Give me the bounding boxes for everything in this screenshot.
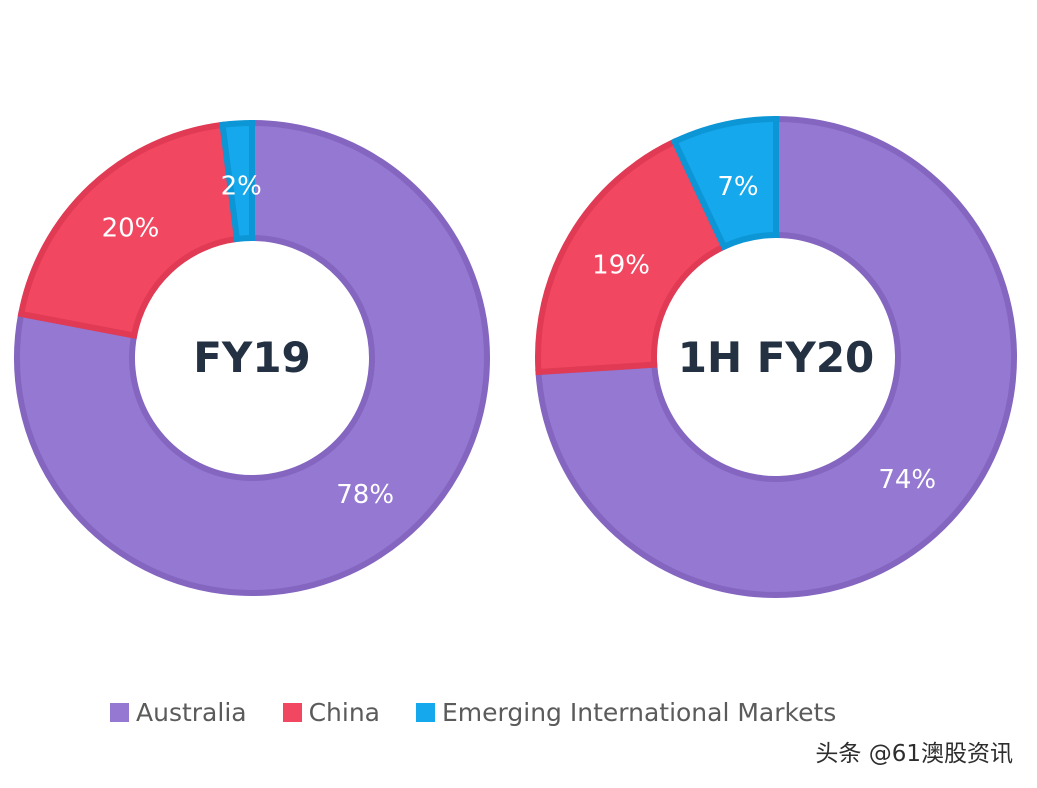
slice-fy19-china: [17, 121, 241, 340]
slice-label-fy19-china: 20%: [102, 214, 160, 244]
watermark-text: 头条 @61澳股资讯: [815, 741, 1013, 767]
slice-label-fy19-emerging-international-markets: 2%: [221, 172, 262, 202]
legend-swatch-emerging-international-markets: [416, 703, 436, 722]
legend: Australia China Emerging International M…: [110, 698, 836, 727]
legend-swatch-china: [282, 703, 302, 722]
legend-label-china: China: [308, 698, 381, 727]
slice-1h-fy20-australia: [535, 115, 1017, 598]
slice-1h-fy20-china: [535, 137, 729, 376]
slice-label-1h-fy20-australia: 74%: [878, 465, 936, 495]
legend-item-australia: Australia: [110, 698, 247, 727]
slice-label-1h-fy20-china: 19%: [592, 250, 650, 280]
donut-title-1h-fy20: 1H FY20: [678, 333, 875, 382]
donut-1h-fy20: 74% 19% 7% 1H FY20: [535, 115, 1017, 598]
legend-label-emerging-international-markets: Emerging International Markets: [442, 698, 837, 727]
slice-fy19-emerging-international-markets: [219, 119, 255, 243]
slice-fy19-australia: [14, 119, 490, 596]
slice-label-fy19-australia: 78%: [336, 480, 394, 510]
legend-item-china: China: [282, 698, 381, 727]
donut-fy19: 78% 20% 2% FY19: [14, 119, 490, 596]
legend-item-emerging-international-markets: Emerging International Markets: [416, 698, 836, 727]
slice-label-1h-fy20-emerging-international-markets: 7%: [717, 172, 758, 202]
slice-1h-fy20-emerging-international-markets: [670, 115, 779, 251]
legend-label-australia: Australia: [136, 698, 247, 727]
legend-swatch-australia: [110, 703, 129, 722]
donut-title-fy19: FY19: [193, 333, 311, 382]
